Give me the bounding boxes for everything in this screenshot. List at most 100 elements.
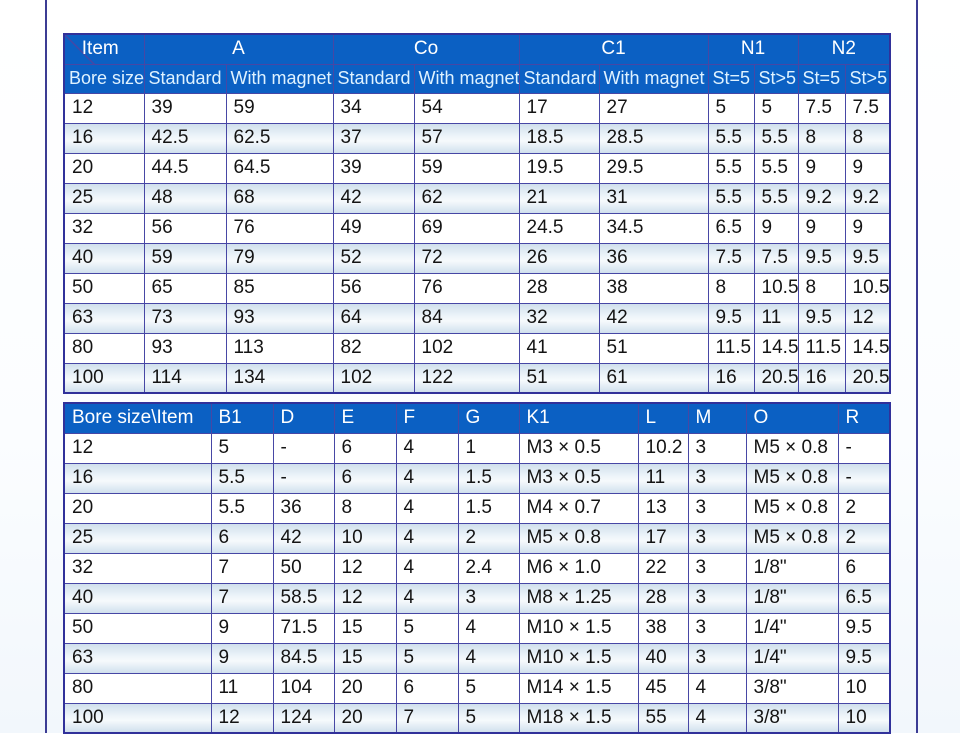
sub-header: With magnet bbox=[413, 63, 520, 94]
table2-body: 12 5-6 4 1 M3 × 0.5 10.2 3 M5 × 0.8-16 5.5-6 4 1.5… bbox=[63, 432, 891, 734]
value-cell: 3 bbox=[457, 582, 520, 614]
value-cell: 42 bbox=[272, 522, 335, 554]
value-cell: 45 bbox=[637, 672, 689, 704]
value-cell: M5 × 0.8 bbox=[745, 432, 839, 464]
cylinder-dimensions-table-2: Bore size\Item B1 D E F G K1 L M O R 12 5… bbox=[63, 402, 891, 734]
value-cell: 12 bbox=[333, 582, 397, 614]
value-cell: 10 bbox=[837, 702, 891, 734]
value-cell: 7 bbox=[395, 702, 459, 734]
value-cell: 59 bbox=[225, 92, 334, 124]
group-header-co: Co bbox=[332, 33, 520, 65]
value-cell: M18 × 1.5 bbox=[518, 702, 639, 734]
bore-size-cell: 100 bbox=[63, 362, 145, 394]
value-cell: - bbox=[272, 432, 335, 464]
value-cell: 4 bbox=[395, 582, 459, 614]
group-header-n2: N2 bbox=[797, 33, 891, 65]
value-cell: - bbox=[837, 432, 891, 464]
table-row: 63 9 84.5 15 5 4 M10 × 1.5 40 3 1/4" 9.5 bbox=[63, 642, 891, 674]
value-cell: 5 bbox=[210, 432, 274, 464]
bore-size-cell: 40 bbox=[63, 582, 212, 614]
value-cell: 27 bbox=[598, 92, 709, 124]
column-header: K1 bbox=[518, 402, 639, 434]
bore-size-cell: 25 bbox=[63, 182, 145, 214]
column-header: B1 bbox=[210, 402, 274, 434]
value-cell: 4 bbox=[457, 642, 520, 674]
value-cell: M5 × 0.8 bbox=[745, 492, 839, 524]
value-cell: 10.5 bbox=[753, 272, 799, 304]
column-header: L bbox=[637, 402, 689, 434]
value-cell: 10.2 bbox=[637, 432, 689, 464]
value-cell: 3 bbox=[687, 492, 747, 524]
value-cell: 1 bbox=[457, 432, 520, 464]
page-left-border-line bbox=[45, 0, 47, 733]
bore-size-item-header: Bore size\Item bbox=[63, 402, 212, 434]
value-cell: 5 bbox=[395, 642, 459, 674]
sub-header: St>5 bbox=[753, 63, 799, 94]
value-cell: 38 bbox=[637, 612, 689, 644]
value-cell: 102 bbox=[413, 332, 520, 364]
value-cell: 85 bbox=[225, 272, 334, 304]
value-cell: 6 bbox=[395, 672, 459, 704]
value-cell: 16 bbox=[707, 362, 755, 394]
value-cell: 17 bbox=[518, 92, 600, 124]
value-cell: 5 bbox=[707, 92, 755, 124]
bore-size-cell: 20 bbox=[63, 152, 145, 184]
value-cell: 7.5 bbox=[753, 242, 799, 274]
value-cell: 4 bbox=[395, 522, 459, 554]
value-cell: 32 bbox=[518, 302, 600, 334]
value-cell: 76 bbox=[225, 212, 334, 244]
value-cell: 12 bbox=[333, 552, 397, 584]
value-cell: 9.5 bbox=[797, 242, 846, 274]
bore-size-cell: 25 bbox=[63, 522, 212, 554]
column-header: M bbox=[687, 402, 747, 434]
diagonal-divider-line bbox=[65, 35, 95, 63]
group-header-a: A bbox=[143, 33, 334, 65]
value-cell: 6.5 bbox=[707, 212, 755, 244]
table-row: 50 9 71.5 15 5 4 M10 × 1.5 38 3 1/4" 9.5 bbox=[63, 612, 891, 644]
value-cell: 2 bbox=[457, 522, 520, 554]
value-cell: 6 bbox=[333, 462, 397, 494]
value-cell: - bbox=[272, 462, 335, 494]
value-cell: M4 × 0.7 bbox=[518, 492, 639, 524]
value-cell: 34 bbox=[332, 92, 415, 124]
value-cell: 8 bbox=[844, 122, 891, 154]
value-cell: 8 bbox=[707, 272, 755, 304]
value-cell: M14 × 1.5 bbox=[518, 672, 639, 704]
value-cell: 22 bbox=[637, 552, 689, 584]
sub-header: With magnet bbox=[598, 63, 709, 94]
value-cell: 113 bbox=[225, 332, 334, 364]
bore-size-cell: 50 bbox=[63, 612, 212, 644]
value-cell: 134 bbox=[225, 362, 334, 394]
value-cell: 8 bbox=[797, 272, 846, 304]
value-cell: 4 bbox=[687, 702, 747, 734]
value-cell: 1.5 bbox=[457, 462, 520, 494]
value-cell: 14.5 bbox=[844, 332, 891, 364]
value-cell: 93 bbox=[225, 302, 334, 334]
value-cell: 8 bbox=[333, 492, 397, 524]
value-cell: 5.5 bbox=[753, 152, 799, 184]
value-cell: 2 bbox=[837, 522, 891, 554]
value-cell: 4 bbox=[457, 612, 520, 644]
value-cell: M8 × 1.25 bbox=[518, 582, 639, 614]
bore-size-cell: 63 bbox=[63, 302, 145, 334]
value-cell: 62.5 bbox=[225, 122, 334, 154]
value-cell: 39 bbox=[143, 92, 227, 124]
group-header-c1: C1 bbox=[518, 33, 709, 65]
column-header: G bbox=[457, 402, 520, 434]
value-cell: 44.5 bbox=[143, 152, 227, 184]
value-cell: 93 bbox=[143, 332, 227, 364]
column-header: F bbox=[395, 402, 459, 434]
value-cell: M5 × 0.8 bbox=[745, 522, 839, 554]
value-cell: 5.5 bbox=[210, 462, 274, 494]
column-header: R bbox=[837, 402, 891, 434]
value-cell: M5 × 0.8 bbox=[745, 462, 839, 494]
bore-size-cell: 12 bbox=[63, 92, 145, 124]
value-cell: 37 bbox=[332, 122, 415, 154]
table-row: 20 5.5 36 8 4 1.5 M4 × 0.7 13 3 M5 × 0.8 2 bbox=[63, 492, 891, 524]
value-cell: 11.5 bbox=[797, 332, 846, 364]
value-cell: 3/8" bbox=[745, 702, 839, 734]
value-cell: 34.5 bbox=[598, 212, 709, 244]
value-cell: 18.5 bbox=[518, 122, 600, 154]
table-row: 20 44.5 64.5 39 59 19.5 29.5 5.5 5.5 9 9 bbox=[63, 152, 891, 184]
table-row: 25 6 42 10 4 2 M5 × 0.8 17 3 M5 × 0.8 2 bbox=[63, 522, 891, 554]
